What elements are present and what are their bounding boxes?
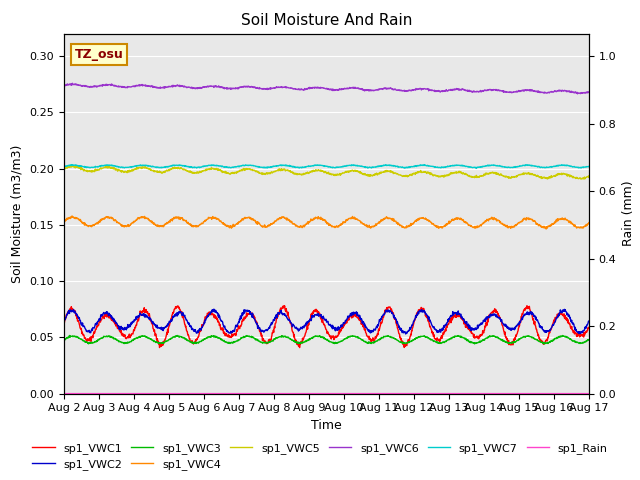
sp1_VWC4 (164, 220, 172, 226)
sp1_VWC3 (236, 337, 244, 343)
sp1_VWC2 (402, 331, 410, 337)
sp1_VWC4 (542, 226, 550, 232)
sp1_VWC1 (524, 303, 531, 309)
sp1_VWC7 (164, 164, 172, 169)
sp1_VWC4 (236, 219, 244, 225)
sp1_VWC3 (523, 333, 531, 339)
sp1_VWC2 (585, 318, 593, 324)
sp1_VWC5 (523, 170, 531, 176)
Line: sp1_VWC1: sp1_VWC1 (64, 306, 589, 348)
sp1_VWC6 (68, 81, 76, 86)
sp1_VWC2 (164, 321, 172, 326)
sp1_VWC1 (164, 330, 172, 336)
sp1_VWC5 (580, 176, 588, 182)
sp1_VWC6 (523, 87, 531, 93)
Y-axis label: Soil Moisture (m3/m3): Soil Moisture (m3/m3) (11, 144, 24, 283)
sp1_VWC5 (408, 173, 416, 179)
sp1_VWC1 (296, 345, 303, 350)
sp1_VWC2 (210, 306, 218, 312)
Line: sp1_VWC4: sp1_VWC4 (64, 216, 589, 229)
sp1_VWC1 (408, 328, 416, 334)
sp1_VWC4 (585, 220, 593, 226)
Y-axis label: Rain (mm): Rain (mm) (622, 181, 635, 246)
sp1_VWC3 (408, 338, 416, 344)
sp1_VWC4 (523, 215, 531, 220)
sp1_VWC1 (236, 325, 243, 331)
sp1_VWC3 (585, 337, 593, 343)
sp1_VWC2 (477, 320, 484, 326)
sp1_VWC7 (408, 164, 415, 169)
sp1_VWC1 (177, 308, 184, 314)
sp1_VWC7 (477, 164, 484, 170)
sp1_VWC1 (585, 324, 593, 330)
sp1_VWC2 (236, 317, 244, 323)
sp1_VWC5 (585, 174, 593, 180)
sp1_VWC5 (68, 163, 76, 168)
sp1_Rain (164, 391, 172, 396)
sp1_VWC7 (177, 162, 184, 168)
sp1_VWC6 (164, 84, 172, 89)
sp1_VWC2 (408, 323, 416, 328)
sp1_VWC3 (177, 334, 185, 339)
sp1_VWC7 (524, 162, 531, 168)
sp1_VWC7 (60, 163, 68, 169)
sp1_VWC3 (60, 337, 68, 343)
Line: sp1_VWC3: sp1_VWC3 (64, 336, 589, 344)
sp1_VWC7 (585, 164, 593, 169)
Text: TZ_osu: TZ_osu (74, 48, 124, 61)
sp1_VWC3 (541, 341, 548, 347)
sp1_VWC4 (477, 222, 484, 228)
X-axis label: Time: Time (311, 419, 342, 432)
sp1_VWC1 (523, 303, 531, 309)
sp1_VWC3 (164, 338, 172, 344)
Legend: sp1_VWC1, sp1_VWC2, sp1_VWC3, sp1_VWC4, sp1_VWC5, sp1_VWC6, sp1_VWC7, sp1_Rain: sp1_VWC1, sp1_VWC2, sp1_VWC3, sp1_VWC4, … (28, 438, 612, 474)
sp1_VWC4 (68, 213, 76, 219)
Line: sp1_VWC6: sp1_VWC6 (64, 84, 589, 94)
sp1_VWC6 (60, 83, 68, 88)
sp1_VWC5 (477, 173, 484, 179)
sp1_VWC6 (573, 91, 581, 96)
Line: sp1_VWC7: sp1_VWC7 (64, 165, 589, 168)
sp1_Rain (60, 391, 68, 396)
Title: Soil Moisture And Rain: Soil Moisture And Rain (241, 13, 412, 28)
sp1_VWC3 (477, 339, 484, 345)
sp1_VWC2 (177, 309, 184, 314)
sp1_VWC7 (472, 166, 480, 171)
sp1_VWC4 (408, 221, 416, 227)
sp1_VWC6 (585, 89, 593, 95)
sp1_VWC7 (236, 164, 243, 169)
sp1_VWC6 (177, 84, 185, 89)
sp1_VWC4 (60, 218, 68, 224)
sp1_Rain (523, 391, 531, 396)
Line: sp1_VWC2: sp1_VWC2 (64, 309, 589, 334)
sp1_VWC5 (236, 168, 244, 173)
sp1_VWC6 (477, 87, 484, 93)
sp1_VWC1 (60, 321, 68, 326)
sp1_Rain (476, 391, 484, 396)
sp1_VWC2 (60, 317, 68, 323)
sp1_VWC5 (177, 166, 185, 171)
sp1_VWC7 (420, 162, 428, 168)
sp1_VWC5 (60, 166, 68, 171)
sp1_VWC5 (164, 168, 172, 173)
sp1_VWC2 (524, 312, 531, 317)
sp1_Rain (236, 391, 243, 396)
sp1_VWC1 (477, 333, 484, 339)
sp1_Rain (585, 391, 593, 396)
sp1_VWC4 (177, 215, 185, 221)
sp1_VWC6 (408, 87, 416, 93)
sp1_VWC6 (236, 84, 244, 90)
sp1_Rain (177, 391, 184, 396)
sp1_VWC3 (174, 333, 182, 338)
Line: sp1_VWC5: sp1_VWC5 (64, 166, 589, 179)
sp1_Rain (408, 391, 415, 396)
